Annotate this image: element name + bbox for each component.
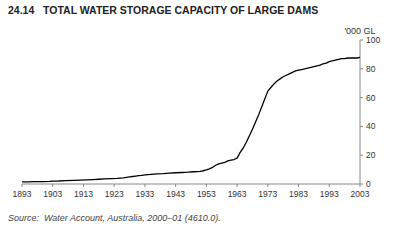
x-tick <box>83 184 84 187</box>
y-tick <box>360 97 363 98</box>
x-tick <box>298 184 299 187</box>
y-tick-label: 40 <box>366 121 376 131</box>
y-tick <box>360 184 363 185</box>
x-tick <box>206 184 207 187</box>
line <box>22 57 360 182</box>
x-tick-label: 1923 <box>105 189 124 199</box>
y-tick <box>360 155 363 156</box>
y-tick-label: 80 <box>366 64 376 74</box>
x-tick-label: 1943 <box>166 189 185 199</box>
plot-area <box>22 57 360 182</box>
title: 24.14 TOTAL WATER STORAGE CAPACITY OF LA… <box>8 4 318 16</box>
x-tick-label: 1913 <box>74 189 93 199</box>
source: Source: Water Account, Australia, 2000–0… <box>8 213 221 223</box>
x-tick <box>144 184 145 187</box>
x-tick <box>114 184 115 187</box>
y-tick-label: 20 <box>366 150 376 160</box>
x-tick <box>52 184 53 187</box>
x-tick-label: 1983 <box>289 189 308 199</box>
y-tick-label: 100 <box>366 35 380 45</box>
x-tick-label: 1953 <box>197 189 216 199</box>
x-tick-label: 1973 <box>258 189 277 199</box>
y-axis <box>360 40 361 184</box>
x-tick-label: 2003 <box>351 189 370 199</box>
y-tick <box>360 40 363 41</box>
x-tick <box>237 184 238 187</box>
y-tick <box>360 68 363 69</box>
y-tick-label: 60 <box>366 93 376 103</box>
x-tick-label: 1903 <box>43 189 62 199</box>
x-tick-label: 1963 <box>228 189 247 199</box>
chart: 24.14 TOTAL WATER STORAGE CAPACITY OF LA… <box>0 0 397 227</box>
x-tick-label: 1993 <box>320 189 339 199</box>
x-tick <box>22 184 23 187</box>
y-tick <box>360 126 363 127</box>
x-tick <box>175 184 176 187</box>
x-tick <box>329 184 330 187</box>
x-axis <box>22 184 360 185</box>
x-tick-label: 1893 <box>13 189 32 199</box>
x-tick-label: 1933 <box>135 189 154 199</box>
y-tick-label: 0 <box>366 179 371 189</box>
x-tick <box>267 184 268 187</box>
